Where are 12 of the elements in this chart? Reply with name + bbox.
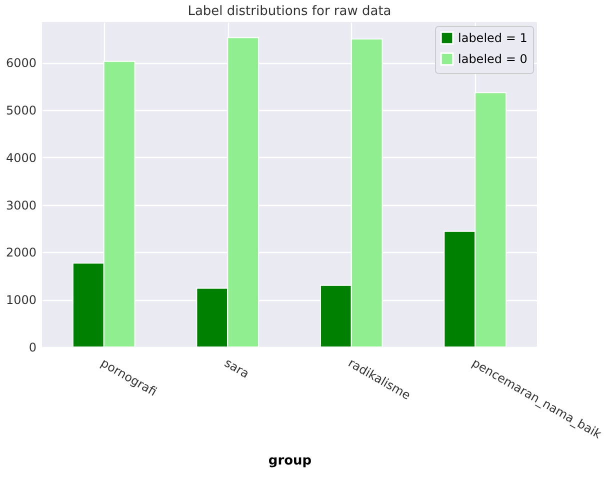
y-tick-label: 0	[28, 340, 36, 354]
y-tick-label: 4000	[6, 150, 36, 165]
chart-title: Label distributions for raw data	[188, 4, 392, 19]
legend-label: labeled = 0	[458, 52, 528, 66]
y-tick-label: 3000	[6, 198, 36, 212]
y-tick-label: 6000	[6, 56, 36, 70]
x-tick-label: sara	[222, 356, 252, 381]
y-tick-label: 5000	[6, 104, 36, 118]
y-tick-label: 2000	[6, 246, 36, 260]
y-tick-label: 1000	[6, 293, 36, 308]
legend-label: labeled = 1	[458, 31, 528, 45]
x-axis-title: group	[268, 453, 312, 468]
